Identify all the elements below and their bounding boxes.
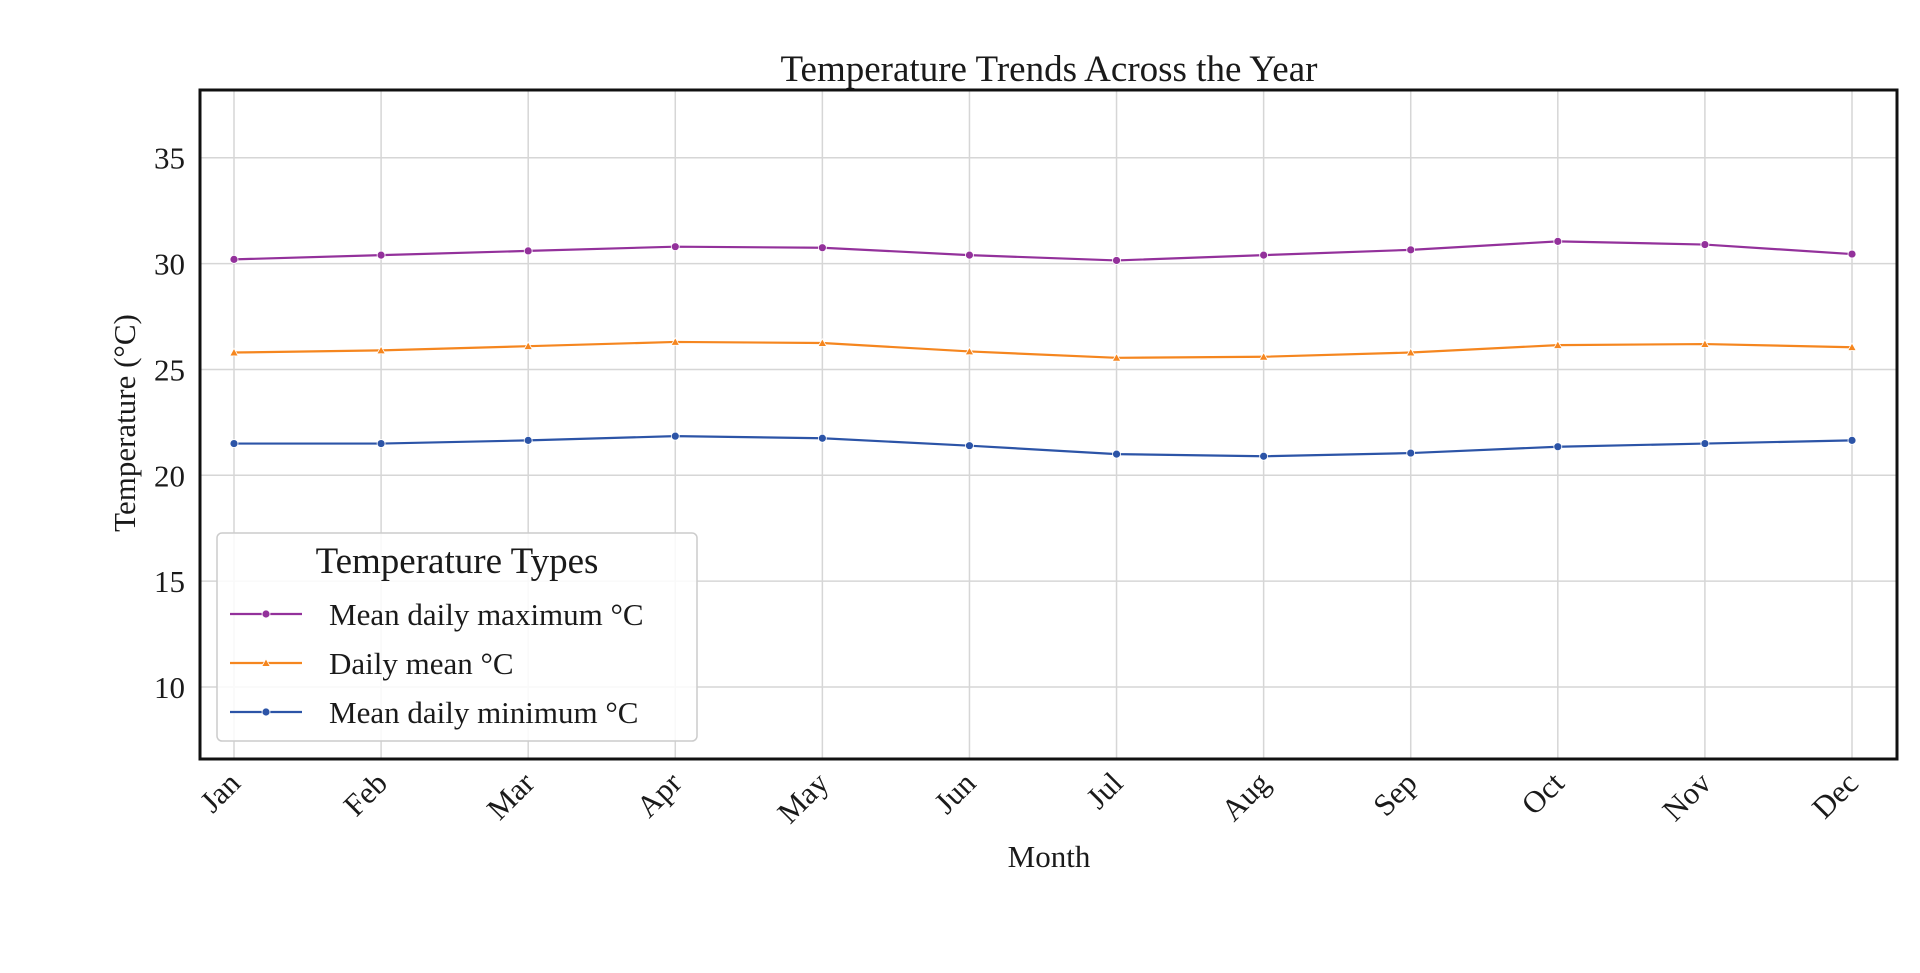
- data-point: [523, 435, 533, 445]
- legend-label: Daily mean °C: [329, 646, 514, 681]
- data-point: [965, 250, 974, 260]
- x-tick-label: Jul: [1079, 765, 1129, 815]
- series-0: [229, 236, 1857, 265]
- plot-frame: [198, 88, 1899, 761]
- data-point: [376, 250, 386, 260]
- data-point: [1111, 352, 1122, 362]
- x-tick-label: Jun: [927, 765, 983, 821]
- x-tick-label: Mar: [480, 765, 542, 827]
- x-axis-label: Month: [1008, 839, 1091, 874]
- data-point: [817, 337, 828, 347]
- legend: Temperature Types Mean daily maximum °C D…: [216, 532, 698, 742]
- x-tick-label: May: [770, 765, 835, 830]
- data-point: [1552, 340, 1563, 349]
- data-point: [1112, 449, 1121, 459]
- series-line: [234, 435, 1853, 458]
- legend-entry: Mean daily minimum °C: [230, 695, 638, 730]
- y-axis-ticks: 10 15 20 25 30 35: [154, 141, 185, 705]
- y-tick-label: 25: [154, 352, 185, 387]
- data-point: [523, 341, 534, 350]
- y-axis-label: Temperature (°C): [107, 314, 142, 532]
- data-point: [229, 347, 239, 357]
- series-line: [233, 240, 1853, 262]
- grid: [200, 90, 1897, 759]
- legend-box: [216, 532, 698, 742]
- data-point: [1553, 236, 1563, 246]
- legend-entry: Daily mean °C: [230, 646, 514, 681]
- series-line: [233, 340, 1853, 359]
- data-point: [1405, 347, 1416, 357]
- data-point: [1847, 249, 1857, 259]
- data-point: [229, 439, 239, 448]
- data-point: [1847, 435, 1857, 445]
- x-axis-ticks: Jan Feb Mar Apr May Jun Jul Aug Sep Oct Nov Dec: [193, 765, 1865, 830]
- data-point: [1700, 240, 1710, 249]
- data-point: [1553, 442, 1563, 452]
- data-point: [1700, 439, 1710, 448]
- y-tick-label: 30: [154, 247, 185, 282]
- x-tick-label: Oct: [1514, 765, 1571, 822]
- data-point: [817, 433, 827, 443]
- x-tick-label: Jan: [193, 765, 247, 819]
- data-point: [670, 242, 680, 252]
- chart-title: Temperature Trends Across the Year: [781, 49, 1318, 90]
- x-tick-label: Feb: [336, 765, 394, 823]
- series-2: [229, 431, 1857, 461]
- legend-entry: Mean daily maximum °C: [230, 597, 644, 632]
- data-point: [1406, 245, 1416, 255]
- data-point: [1259, 451, 1269, 461]
- x-tick-label: Nov: [1655, 765, 1718, 828]
- data-point: [1406, 448, 1416, 458]
- x-tick-label: Apr: [629, 765, 688, 824]
- y-tick-label: 10: [154, 670, 185, 705]
- data-point: [1700, 339, 1710, 348]
- x-tick-label: Dec: [1805, 765, 1865, 825]
- legend-marker: [261, 707, 271, 717]
- data-point: [376, 439, 386, 448]
- legend-label: Mean daily minimum °C: [329, 695, 638, 730]
- legend-marker: [261, 609, 271, 619]
- y-tick-label: 20: [154, 458, 185, 493]
- data-point: [1112, 256, 1121, 265]
- legend-title: Temperature Types: [316, 541, 599, 582]
- data-point: [376, 345, 386, 355]
- x-tick-label: Sep: [1366, 765, 1424, 823]
- data-point: [964, 346, 975, 356]
- legend-marker: [261, 657, 271, 667]
- data-point: [817, 243, 827, 253]
- series-1: [229, 336, 1857, 362]
- x-tick-label: Aug: [1214, 765, 1277, 828]
- data-point: [670, 431, 680, 441]
- data-point: [523, 246, 533, 256]
- series: [229, 236, 1857, 461]
- data-point: [1259, 250, 1269, 260]
- data-point: [965, 441, 974, 451]
- y-tick-label: 15: [154, 564, 185, 599]
- data-point: [670, 336, 681, 346]
- data-point: [1847, 342, 1857, 351]
- data-point: [1258, 351, 1269, 361]
- data-point: [229, 254, 239, 264]
- legend-label: Mean daily maximum °C: [329, 597, 644, 632]
- y-tick-label: 35: [154, 141, 185, 176]
